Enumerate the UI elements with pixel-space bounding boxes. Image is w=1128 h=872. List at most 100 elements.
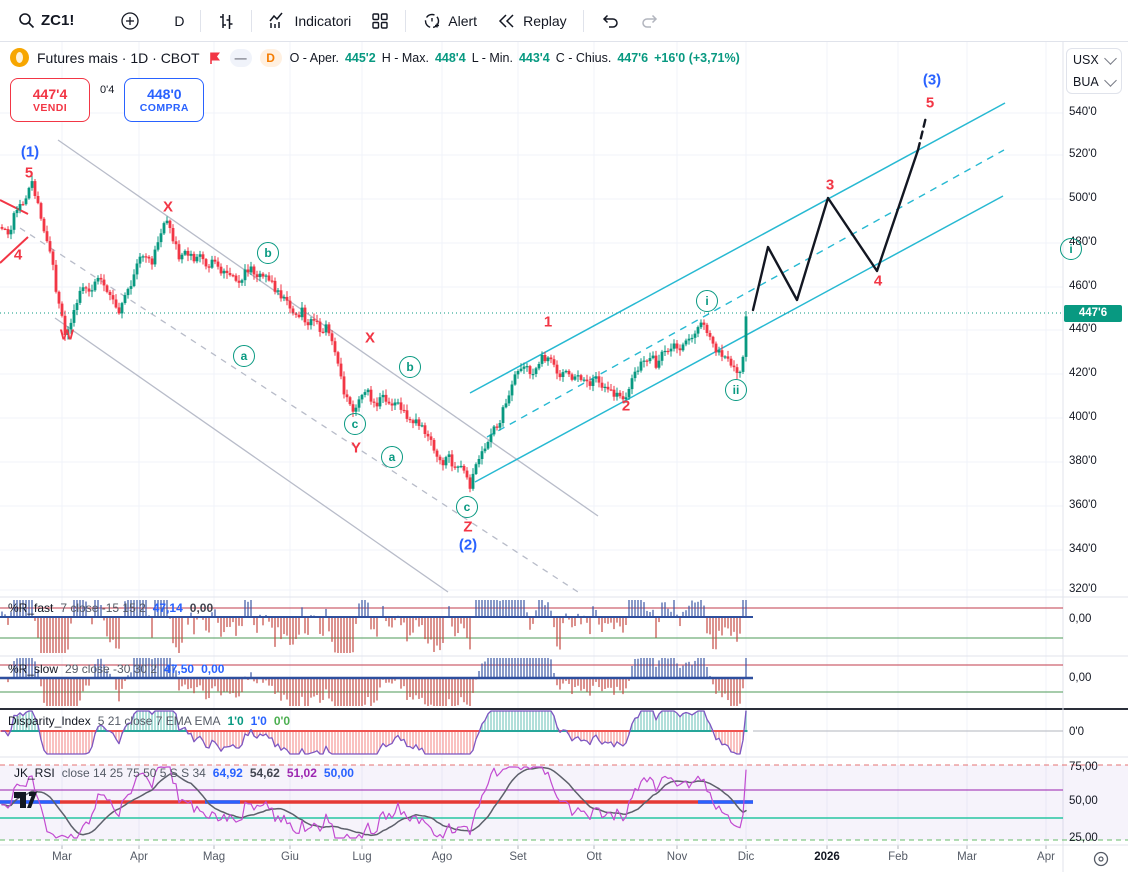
undo-button[interactable] — [592, 7, 628, 35]
wave-label[interactable]: (1) — [20, 143, 40, 161]
last-price-badge: 447'6 — [1064, 305, 1122, 322]
wave-label-circle[interactable]: a — [381, 446, 403, 468]
wave-label-circle[interactable]: b — [257, 242, 279, 264]
indicator-value: 51,02 — [286, 766, 317, 780]
flag-icon[interactable] — [208, 51, 222, 65]
time-axis-tick: Feb — [888, 851, 908, 863]
wave-label[interactable]: 1 — [543, 313, 553, 331]
wave-label[interactable]: W — [59, 326, 75, 344]
wave-label[interactable]: 2 — [621, 397, 631, 415]
interval-button[interactable]: D — [166, 8, 192, 34]
buy-label: COMPRA — [139, 102, 189, 115]
time-axis-tick: Nov — [666, 851, 688, 863]
candles-icon — [220, 13, 233, 29]
wave-label[interactable]: X — [364, 329, 376, 347]
sell-button[interactable]: 447'4 VENDI — [10, 78, 90, 122]
price-axis-tick: 420'0 — [1069, 367, 1097, 379]
indicator-value: 0,00 — [189, 601, 214, 615]
alert-label: Alert — [448, 12, 478, 29]
indicator-params: close 14 25 75 50 5 S S 34 — [61, 766, 206, 780]
time-axis-tick: 2026 — [814, 851, 840, 863]
pane-legend-wr-slow[interactable]: %R_slow 29 close -30 30 2 47,50 0,00 — [8, 662, 224, 676]
indicator-value: 64,92 — [212, 766, 243, 780]
wave-label[interactable]: 5 — [24, 164, 34, 182]
wave-label[interactable]: 5 — [925, 94, 935, 112]
high-label: H - Max. — [381, 50, 429, 65]
layout-grid-button[interactable] — [363, 7, 397, 35]
timezone-clock-icon[interactable] — [1092, 850, 1110, 868]
wave-label-circle[interactable]: b — [399, 356, 421, 378]
pane-legend-wr-fast[interactable]: %R_fast 7 close -15 15 2 47,14 0,00 — [8, 601, 213, 615]
toolbar-separator — [405, 9, 407, 32]
wave-label[interactable]: (3) — [922, 71, 942, 89]
wave-label[interactable]: X — [162, 198, 174, 216]
indicators-icon — [269, 12, 284, 28]
interval-pill[interactable]: D — [259, 48, 282, 67]
pane-axis-label: 0,00 — [1069, 613, 1092, 625]
pane-axis-label: 75,00 — [1069, 761, 1098, 773]
pane-axis-label: 0,00 — [1069, 672, 1092, 684]
time-axis-tick: Ago — [431, 851, 453, 863]
price-axis-tick: 320'0 — [1069, 583, 1097, 595]
replay-button[interactable]: Replay — [489, 8, 575, 34]
price-axis-tick: 360'0 — [1069, 499, 1097, 511]
time-axis-tick: Mar — [52, 851, 72, 863]
chart-style-button[interactable] — [209, 7, 243, 35]
time-axis-tick: Giu — [281, 851, 299, 863]
redo-button[interactable] — [632, 7, 668, 35]
wave-label[interactable]: 4 — [13, 246, 23, 264]
time-axis-tick: Apr — [1037, 851, 1055, 863]
pane-axis-label: 25,00 — [1069, 832, 1098, 844]
indicator-value: 1'0 — [227, 714, 244, 728]
wave-label[interactable]: Z — [463, 518, 473, 536]
tradingview-logo[interactable] — [14, 788, 50, 812]
unit-bua-selector[interactable]: BUA — [1067, 71, 1121, 93]
wave-label-circle[interactable]: i — [1060, 238, 1082, 260]
pane-legend-disparity[interactable]: Disparity_Index 5 21 close 7 EMA EMA 1'0… — [8, 714, 290, 728]
wave-label[interactable]: 4 — [873, 272, 883, 290]
trade-panel: 447'4 VENDI 0'4 448'0 COMPRA — [10, 78, 205, 122]
unit-bua-label: BUA — [1073, 75, 1099, 89]
search-icon — [19, 13, 35, 29]
wave-label-circle[interactable]: i — [696, 290, 718, 312]
price-scale-units: USX BUA — [1066, 48, 1122, 94]
legend-title[interactable]: Futures mais · 1D · CBOT — [37, 49, 200, 66]
indicator-params: 29 close -30 30 2 — [65, 662, 158, 676]
indicator-params: 7 close -15 15 2 — [60, 601, 146, 615]
toolbar-separator — [251, 9, 253, 32]
symbol-search-button[interactable]: ZC1! — [10, 7, 82, 34]
wave-label[interactable]: 3 — [825, 176, 835, 194]
indicator-params: 5 21 close 7 EMA EMA — [97, 714, 221, 728]
indicator-value: 47,50 — [164, 662, 195, 676]
symbol-logo — [10, 48, 29, 67]
minimize-pill[interactable]: — — [229, 48, 252, 67]
unit-usx-selector[interactable]: USX — [1067, 49, 1121, 71]
indicator-value: 50,00 — [323, 766, 354, 780]
wave-label-circle[interactable]: a — [233, 345, 255, 367]
wave-label-circle[interactable]: c — [456, 496, 478, 518]
indicator-title: Disparity_Index — [8, 714, 91, 728]
pane-axis-label: 50,00 — [1069, 795, 1098, 807]
wave-label-circle[interactable]: ii — [725, 379, 747, 401]
wave-label[interactable]: Y — [350, 439, 362, 457]
indicator-value: 0,00 — [201, 662, 225, 676]
time-axis-tick: Mar — [957, 851, 977, 863]
wave-label[interactable]: (2) — [458, 536, 478, 554]
symbol-name: ZC1! — [41, 12, 75, 29]
unit-usx-label: USX — [1073, 53, 1099, 67]
price-axis-tick: 500'0 — [1069, 192, 1097, 204]
buy-button[interactable]: 448'0 COMPRA — [124, 78, 205, 122]
indicators-button[interactable]: Indicatori — [260, 7, 359, 35]
spread-value: 0'4 — [100, 84, 115, 96]
low-label: L - Min. — [471, 50, 513, 65]
price-axis-tick: 400'0 — [1069, 411, 1097, 423]
close-value: 447'6 — [617, 50, 649, 65]
compare-add-button[interactable] — [112, 6, 148, 36]
price-axis-tick: 520'0 — [1069, 148, 1097, 160]
pane-legend-jk-rsi[interactable]: JK_RSI close 14 25 75 50 5 S S 34 64,92 … — [14, 766, 354, 780]
alert-button[interactable]: Alert — [414, 6, 485, 36]
wave-label-circle[interactable]: c — [344, 413, 366, 435]
replay-rewind-icon — [499, 13, 514, 28]
